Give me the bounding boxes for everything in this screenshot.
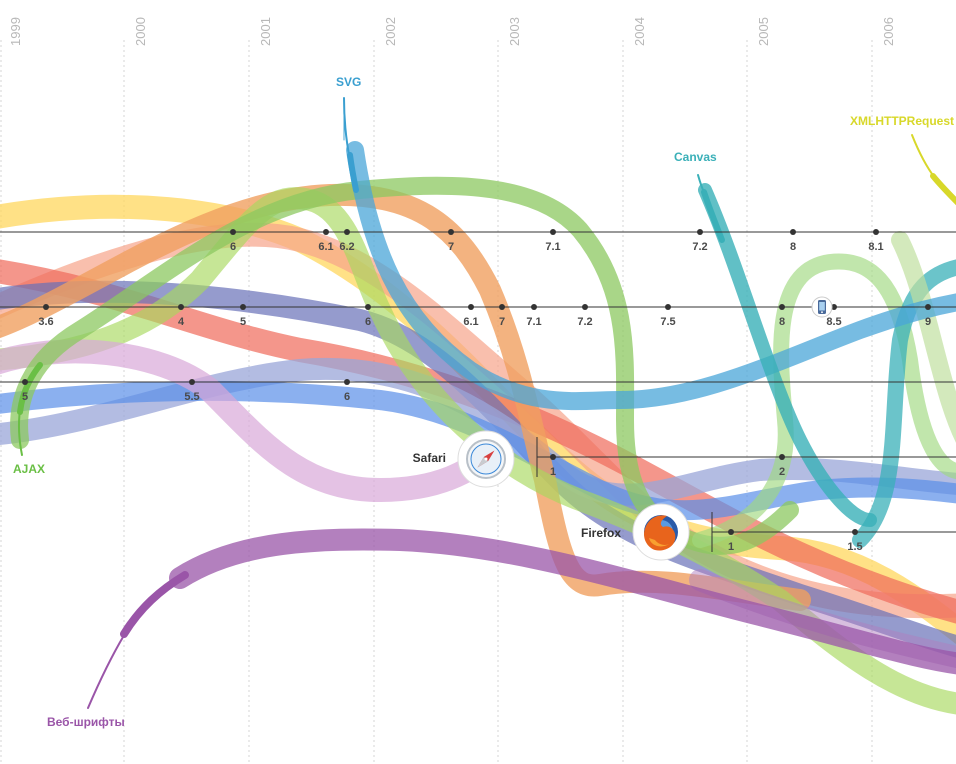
version-label: 7.1 — [526, 316, 541, 328]
firefox-icon[interactable] — [632, 503, 690, 561]
ribbon-pink-lilac — [0, 339, 502, 503]
version-label: 8.5 — [826, 316, 841, 328]
version-dot — [344, 229, 350, 235]
version-label: 7.1 — [545, 241, 560, 253]
version-dot — [189, 379, 195, 385]
version-label: 1.5 — [847, 541, 862, 553]
ribbon-green-loop — [692, 253, 956, 548]
version-dot — [779, 454, 785, 460]
year-label: 2000 — [133, 17, 148, 46]
version-dot — [728, 529, 734, 535]
version-label: 6 — [230, 241, 236, 253]
ribbon-teal-right — [852, 259, 956, 548]
versions-safari: 1 2 — [550, 454, 785, 478]
feature-stems — [17, 97, 956, 709]
version-dot — [230, 229, 236, 235]
ribbon-canvas-body — [698, 183, 877, 527]
version-label: 6.2 — [339, 241, 354, 253]
version-dot — [582, 304, 588, 310]
versions-row1: 6 6.1 6.2 7 7.1 7.2 8 8.1 — [230, 229, 884, 253]
feature-label-svg[interactable]: SVG — [336, 75, 361, 89]
version-label: 3.6 — [38, 316, 53, 328]
svg-stem-mid — [347, 152, 359, 193]
version-dot — [852, 529, 858, 535]
year-label: 2001 — [258, 17, 273, 46]
safari-compass-icon[interactable] — [457, 430, 515, 488]
version-dot — [43, 304, 49, 310]
version-label: 9 — [925, 316, 931, 328]
version-label: 1 — [728, 541, 734, 553]
year-axis: 1999 2000 2001 2002 2003 2004 2005 2006 — [8, 17, 896, 46]
version-label: 2 — [779, 466, 785, 478]
version-dot — [468, 304, 474, 310]
versions-row2: 3.6 4 5 6 6.1 7 7.1 7.2 7.5 8 8.5 9 — [38, 304, 931, 328]
xmlhttp-stem-mid — [930, 173, 956, 206]
version-label: 7.5 — [660, 316, 675, 328]
year-label: 2004 — [632, 17, 647, 46]
version-dot — [779, 304, 785, 310]
year-label: 2003 — [507, 17, 522, 46]
canvas-stem-mid — [701, 189, 725, 243]
version-label: 1 — [550, 466, 556, 478]
version-dot — [499, 304, 505, 310]
feature-label-webfonts[interactable]: Веб-шрифты — [47, 715, 125, 729]
firefox-label: Firefox — [581, 526, 621, 540]
feature-label-canvas[interactable]: Canvas — [674, 150, 717, 164]
safari-label: Safari — [413, 451, 446, 465]
version-dot — [697, 229, 703, 235]
feature-label-ajax[interactable]: AJAX — [13, 462, 45, 476]
version-label: 5 — [22, 391, 28, 403]
version-dot — [790, 229, 796, 235]
version-dot — [22, 379, 28, 385]
version-dot — [344, 379, 350, 385]
year-label: 1999 — [8, 17, 23, 46]
year-label: 2002 — [383, 17, 398, 46]
version-dot — [178, 304, 184, 310]
version-label: 5.5 — [184, 391, 199, 403]
version-dot — [240, 304, 246, 310]
version-label: 6 — [344, 391, 350, 403]
version-label: 5 — [240, 316, 246, 328]
version-label: 7 — [499, 316, 505, 328]
feature-label-xmlhttprequest[interactable]: XMLHTTPRequest — [850, 114, 954, 128]
ajax-stem-mid — [17, 362, 43, 415]
version-label: 4 — [178, 316, 185, 328]
xmlhttp-stem — [911, 134, 936, 179]
safari-badge[interactable]: Safari — [413, 430, 515, 488]
version-label: 7.2 — [577, 316, 592, 328]
feature-labels: SVG Canvas XMLHTTPRequest AJAX Веб-шрифт… — [13, 75, 954, 729]
firefox-badge[interactable]: Firefox — [581, 503, 690, 561]
version-dot — [665, 304, 671, 310]
version-dot — [448, 229, 454, 235]
year-label: 2005 — [756, 17, 771, 46]
ribbon-svg-body — [346, 141, 956, 411]
version-dot — [873, 229, 879, 235]
webfonts-ribbon — [169, 528, 956, 675]
versions-row3: 5 5.5 6 — [22, 379, 350, 403]
version-dot — [365, 304, 371, 310]
ribbon-light-green-right — [891, 231, 956, 443]
version-label: 6.1 — [318, 241, 333, 253]
version-label: 8 — [779, 316, 785, 328]
version-dot — [323, 229, 329, 235]
version-label: 8 — [790, 241, 796, 253]
mobile-phone-icon[interactable] — [811, 296, 833, 318]
version-label: 7.2 — [692, 241, 707, 253]
webfonts-stem-thin — [87, 631, 127, 709]
version-dot — [925, 304, 931, 310]
versions-firefox: 1 1.5 — [728, 529, 863, 553]
version-label: 6.1 — [463, 316, 478, 328]
version-timelines — [0, 231, 956, 552]
version-dot — [531, 304, 537, 310]
version-dot — [550, 229, 556, 235]
version-label: 8.1 — [868, 241, 883, 253]
version-label: 6 — [365, 316, 371, 328]
year-label: 2006 — [881, 17, 896, 46]
version-dot — [550, 454, 556, 460]
feature-ribbons — [0, 99, 956, 715]
version-dot — [831, 304, 837, 310]
version-label: 7 — [448, 241, 454, 253]
